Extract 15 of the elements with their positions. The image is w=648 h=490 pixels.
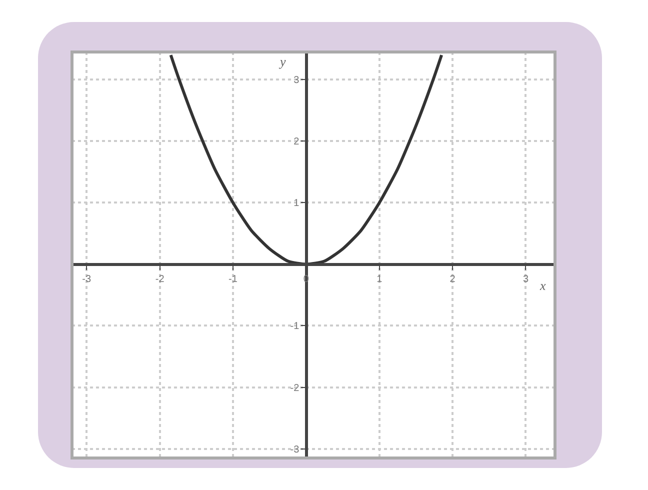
x-tick-label: 1 <box>376 274 383 286</box>
y-tick-label: -1 <box>290 321 300 332</box>
y-tick-label: -3 <box>290 444 300 456</box>
x-tick-label: -1 <box>228 274 238 286</box>
x-tick-label: 2 <box>450 274 456 286</box>
y-tick-label: 2 <box>294 136 300 148</box>
x-tick-label: 3 <box>522 274 529 286</box>
x-tick-label: -2 <box>155 274 165 286</box>
y-tick-label: 1 <box>294 198 300 210</box>
x-axis-title: x <box>539 278 546 293</box>
line-series <box>169 54 444 266</box>
y-tick-label: -2 <box>290 382 300 394</box>
y-axis-title: y <box>278 54 286 69</box>
x-tick-label: -3 <box>82 274 92 286</box>
y-tick-label: 3 <box>294 75 300 86</box>
